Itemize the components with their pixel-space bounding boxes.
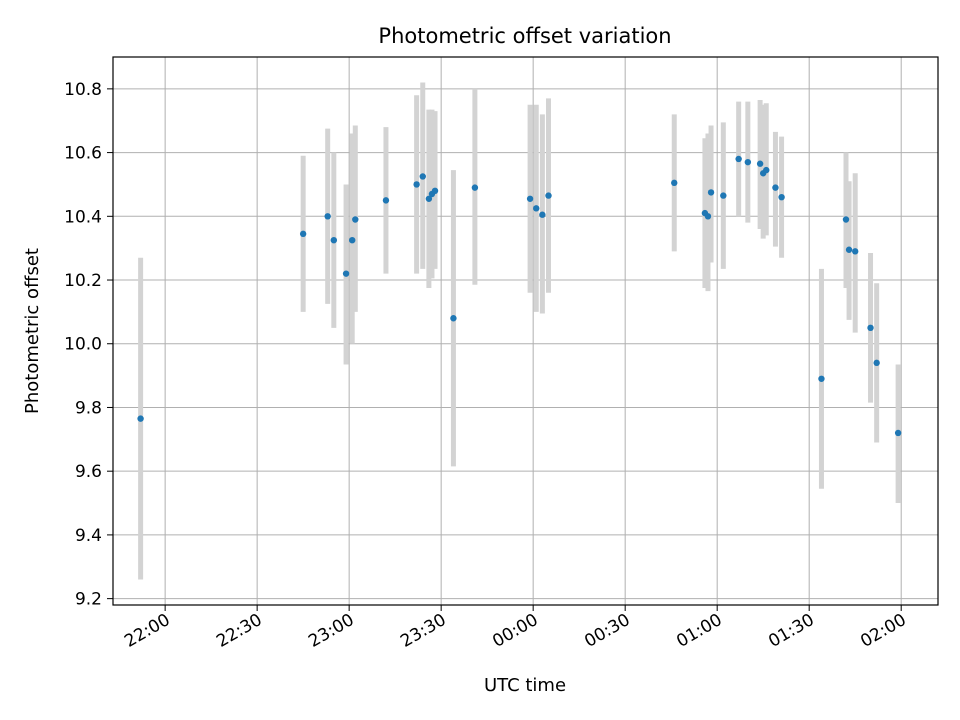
data-point <box>342 270 350 277</box>
data-point <box>299 230 307 238</box>
data-point <box>845 246 853 253</box>
data-point <box>382 197 390 204</box>
data-point <box>818 375 825 382</box>
data-point <box>431 187 439 195</box>
data-point <box>867 324 874 332</box>
data-point <box>330 236 338 244</box>
data-point <box>704 213 712 220</box>
y-axis: 9.2 9.4 9.6 9.8 10.0 10.2 10.4 10.6 10.8 <box>64 80 113 610</box>
data-point <box>873 359 880 367</box>
data-point <box>894 429 902 437</box>
x-axis-label: UTC time <box>484 675 566 696</box>
y-tick-label: 9.4 <box>75 526 102 546</box>
y-tick-label: 10.4 <box>64 207 102 227</box>
data-point <box>419 173 426 180</box>
data-point <box>471 184 479 191</box>
grid <box>113 57 938 605</box>
plot-frame <box>112 56 939 606</box>
data-point <box>349 236 356 244</box>
y-tick-label: 9.2 <box>75 590 102 610</box>
y-tick-label: 10.2 <box>64 271 102 291</box>
data-point <box>450 315 457 322</box>
y-tick-label: 9.6 <box>75 462 102 482</box>
data-point <box>778 193 785 201</box>
data-point <box>851 248 859 255</box>
chart-title: Photometric offset variation <box>378 24 671 48</box>
data-points <box>137 155 902 437</box>
data-point <box>526 195 534 202</box>
data-point <box>352 216 359 223</box>
data-point <box>425 195 433 202</box>
data-point <box>756 160 764 167</box>
data-point <box>324 213 331 220</box>
data-point <box>539 211 546 218</box>
data-point <box>772 184 779 191</box>
data-point <box>842 216 850 223</box>
data-point <box>137 415 144 422</box>
data-point <box>545 192 552 199</box>
y-tick-label: 10.6 <box>64 144 102 164</box>
data-point <box>413 181 420 188</box>
data-point <box>533 205 540 212</box>
y-tick-label: 9.8 <box>75 398 102 418</box>
data-point <box>735 155 742 163</box>
data-point <box>720 192 727 199</box>
data-point <box>707 189 715 196</box>
data-point <box>671 179 678 187</box>
data-point <box>763 166 770 174</box>
y-axis-label: Photometric offset <box>22 248 43 414</box>
y-tick-label: 10.0 <box>64 335 102 355</box>
data-point <box>744 158 752 166</box>
y-tick-label: 10.8 <box>64 80 102 100</box>
